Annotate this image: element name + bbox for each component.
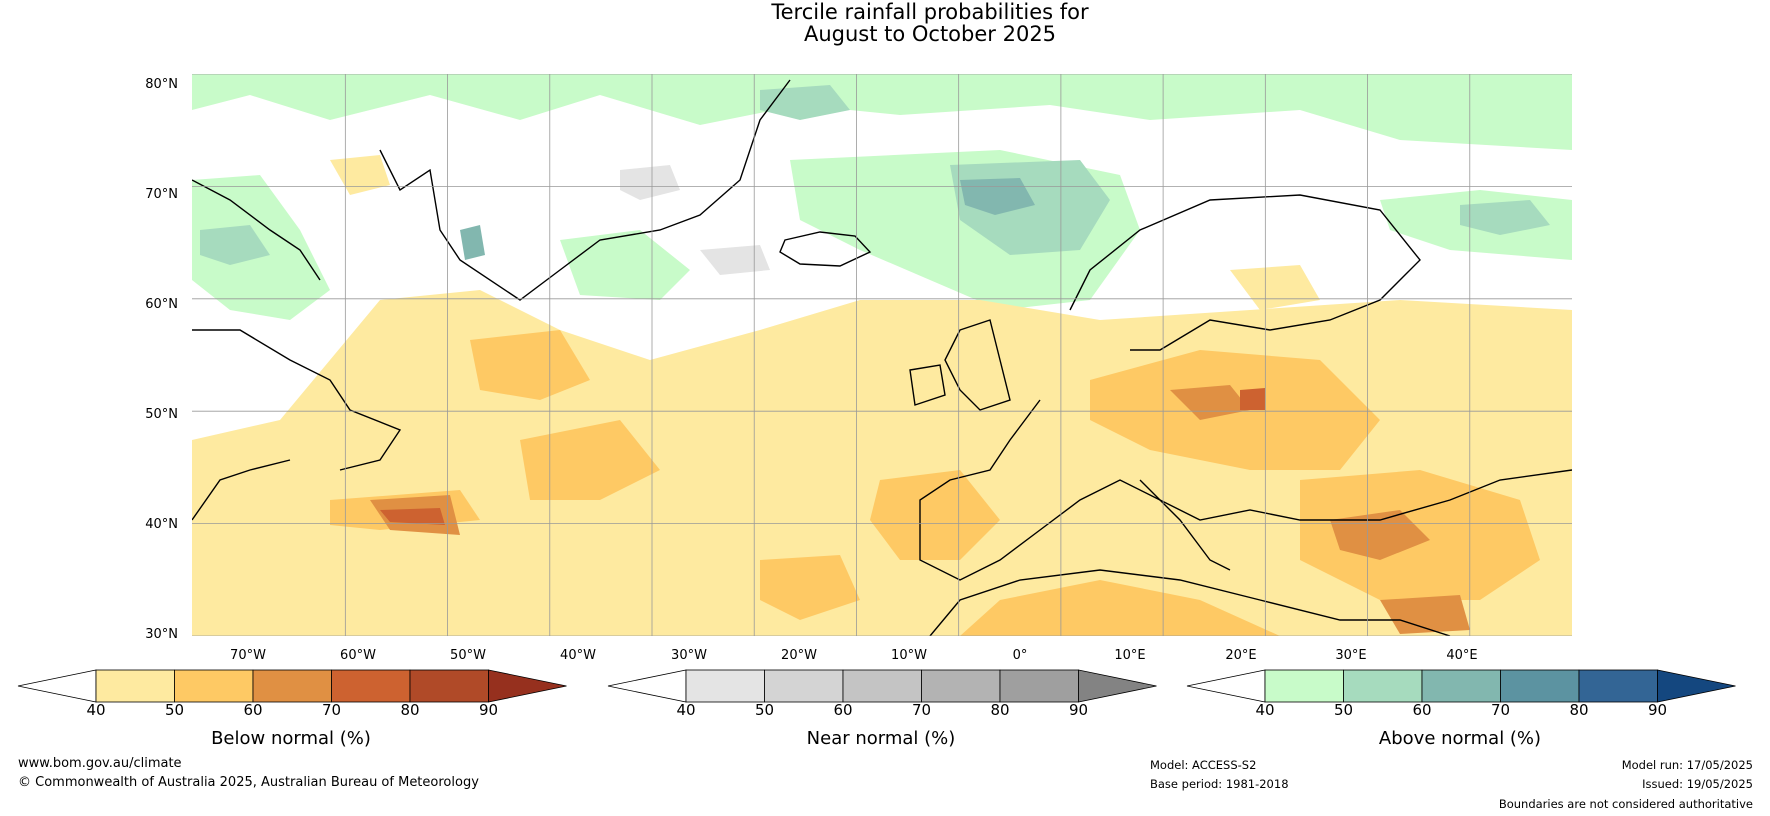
- colorbar-0-tick-40: 40: [86, 701, 106, 719]
- colorbar-2-segment-4: [1500, 669, 1580, 703]
- lat-label-70: 70°N: [145, 187, 178, 202]
- colorbar-0-low-triangle: [17, 669, 97, 703]
- copyright-text: © Commonwealth of Australia 2025, Austra…: [18, 775, 479, 790]
- above-normal-field-70: [460, 178, 1035, 260]
- lon-label-60w: 60°W: [340, 648, 376, 663]
- colorbar-1-low-triangle: [607, 669, 687, 703]
- below-normal-label: Below normal (%): [211, 728, 371, 749]
- base-period-text: Base period: 1981-2018: [1150, 777, 1289, 791]
- colorbar-1-tick-60: 60: [833, 701, 853, 719]
- colorbar-0-tick-80: 80: [400, 701, 420, 719]
- map-title-line2: August to October 2025: [803, 22, 1057, 46]
- disclaimer-text: Boundaries are not considered authoritat…: [1498, 797, 1753, 811]
- colorbar-1-segment-5: [999, 669, 1079, 703]
- above-normal-label: Above normal (%): [1378, 728, 1542, 749]
- lat-label-40: 40°N: [145, 517, 178, 532]
- colorbar-1-tick-40: 40: [676, 701, 696, 719]
- lon-label-50w: 50°W: [450, 648, 486, 663]
- italy-coast: [1139, 479, 1231, 571]
- greenland-coast: [379, 79, 791, 301]
- coastlines: [192, 79, 1572, 636]
- model-run-text: Model run: 17/05/2025: [1621, 758, 1753, 772]
- lon-label-40w: 40°W: [560, 648, 596, 663]
- colorbar-0-segment-1: [95, 669, 175, 703]
- colorbar-2-segment-2: [1343, 669, 1423, 703]
- colorbar-2-low-triangle: [1186, 669, 1266, 703]
- colorbar-1: [607, 669, 1157, 703]
- iceland-coast: [779, 231, 872, 267]
- near-normal-label: Near normal (%): [806, 728, 956, 749]
- colorbar-1-segment-4: [921, 669, 1001, 703]
- colorbar-1-segment-3: [842, 669, 922, 703]
- british-isles-coast: [944, 319, 1011, 411]
- lon-label-10e: 10°E: [1114, 648, 1146, 663]
- map-title-line1: Tercile rainfall probabilities for: [771, 0, 1089, 24]
- lon-label-30e: 30°E: [1335, 648, 1367, 663]
- colorbar-0: [17, 669, 567, 703]
- lon-label-10w: 10°W: [891, 648, 927, 663]
- colorbar-0-tick-70: 70: [321, 701, 342, 719]
- model-text: Model: ACCESS-S2: [1150, 758, 1257, 772]
- colorbar-2-tick-70: 70: [1490, 701, 1511, 719]
- scandinavia-coast: [1069, 194, 1421, 351]
- colorbars: [17, 669, 1736, 703]
- colorbar-0-segment-2: [174, 669, 254, 703]
- colorbar-0-segment-5: [409, 669, 489, 703]
- colorbar-2-tick-40: 40: [1255, 701, 1275, 719]
- below-normal-field-80: [380, 388, 1265, 525]
- colorbar-2-high-triangle: [1657, 669, 1736, 703]
- colorbar-1-tick-80: 80: [990, 701, 1010, 719]
- colorbar-1-tick-70: 70: [911, 701, 932, 719]
- issued-text: Issued: 19/05/2025: [1642, 777, 1753, 791]
- website-link[interactable]: www.bom.gov.au/climate: [18, 756, 182, 771]
- colorbar-2-segment-1: [1264, 669, 1344, 703]
- colorbar-0-segment-3: [252, 669, 332, 703]
- north-africa-coast: [929, 569, 1451, 636]
- baffin-coast: [192, 179, 321, 281]
- colorbar-1-tick-90: 90: [1068, 701, 1089, 719]
- colorbar-1-tick-50: 50: [754, 701, 775, 719]
- lon-label-70w: 70°W: [230, 648, 266, 663]
- colorbar-2-tick-50: 50: [1333, 701, 1354, 719]
- colorbar-0-tick-50: 50: [164, 701, 185, 719]
- colorbar-2-tick-90: 90: [1647, 701, 1668, 719]
- lon-label-30w: 30°W: [671, 648, 707, 663]
- lat-label-30: 30°N: [145, 627, 178, 642]
- colorbar-2-segment-5: [1578, 669, 1658, 703]
- lat-label-80: 80°N: [145, 77, 178, 92]
- colorbar-0-segment-4: [331, 669, 411, 703]
- colorbar-2-tick-80: 80: [1569, 701, 1589, 719]
- lat-label-60: 60°N: [145, 297, 178, 312]
- colorbar-2-segment-3: [1421, 669, 1501, 703]
- colorbar-1-segment-2: [764, 669, 844, 703]
- graticule: [192, 74, 1572, 636]
- north-america-east-coast: [192, 459, 291, 521]
- colorbar-1-high-triangle: [1078, 669, 1157, 703]
- ireland-coast: [909, 364, 946, 406]
- lon-label-20e: 20°E: [1225, 648, 1257, 663]
- map-plot-area: [192, 74, 1572, 636]
- lon-label-0: 0°: [1012, 648, 1028, 663]
- colorbar-0-tick-90: 90: [478, 701, 499, 719]
- lon-label-40e: 40°E: [1446, 648, 1478, 663]
- colorbar-0-high-triangle: [488, 669, 567, 703]
- colorbar-2: [1186, 669, 1736, 703]
- lat-label-50: 50°N: [145, 407, 178, 422]
- labrador-coast: [192, 329, 402, 471]
- lon-label-20w: 20°W: [781, 648, 817, 663]
- colorbar-2-tick-60: 60: [1412, 701, 1432, 719]
- colorbar-1-segment-1: [685, 669, 765, 703]
- europe-west-coast: [919, 399, 1572, 581]
- colorbar-0-tick-60: 60: [243, 701, 263, 719]
